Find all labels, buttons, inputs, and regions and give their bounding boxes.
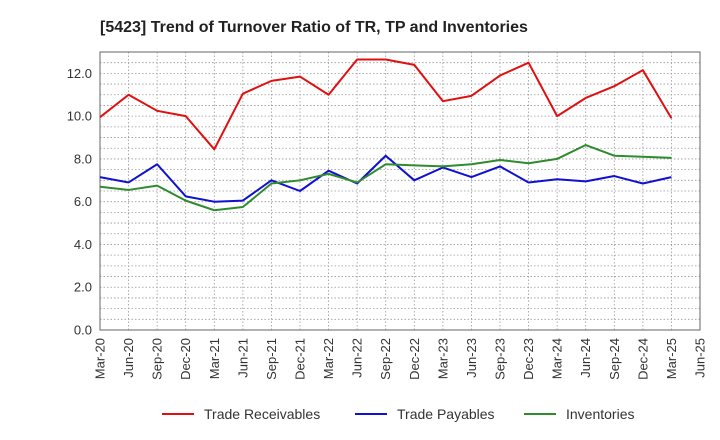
series-line-1: [99, 58, 673, 151]
x-tick-label: Mar-20: [93, 338, 108, 379]
y-tick-label: 8.0: [74, 151, 92, 166]
x-tick-label: Jun-25: [693, 338, 708, 378]
x-tick-label: Dec-20: [178, 338, 193, 380]
y-tick-label: 12.0: [67, 66, 92, 81]
x-tick-label: Mar-25: [664, 338, 679, 379]
x-tick-label: Mar-24: [550, 338, 565, 379]
legend: Trade Receivables Trade Payables Inventori…: [162, 406, 634, 422]
legend-label: Inventories: [566, 406, 634, 422]
chart-title: [5423] Trend of Turnover Ratio of TR, TP…: [100, 19, 528, 36]
x-tick-label: Dec-23: [521, 338, 536, 380]
x-tick-label: Dec-21: [293, 338, 308, 380]
y-tick-label: 0.0: [74, 323, 92, 338]
series-line-2: [99, 154, 672, 203]
x-tick-label: Mar-22: [321, 338, 336, 379]
plot-area: 0.0 2.0 4.0 6.0 8.0 10.0 12.0 Mar-20 Jun-20 Sep-2…: [67, 51, 708, 380]
x-tick-label: Sep-20: [150, 338, 165, 380]
y-tick-label: 4.0: [74, 237, 92, 252]
x-tick-label: Mar-23: [435, 338, 450, 379]
x-tick-label: Jun-21: [235, 338, 250, 378]
x-tick-label: Dec-22: [407, 338, 422, 380]
x-tick-label: Jun-24: [578, 338, 593, 378]
y-tick-label: 6.0: [74, 194, 92, 209]
legend-label: Trade Receivables: [204, 406, 320, 422]
x-tick-label: Jun-20: [121, 338, 136, 378]
plot-frame: [99, 51, 701, 331]
series-line-3: [99, 144, 672, 212]
x-tick-label: Sep-23: [493, 338, 508, 380]
x-tick-label: Sep-24: [607, 338, 622, 380]
x-tick-label: Dec-24: [635, 338, 650, 380]
y-tick-label: 10.0: [67, 109, 92, 124]
x-tick-label: Mar-21: [207, 338, 222, 379]
x-tick-label: Sep-22: [378, 338, 393, 380]
y-tick-label: 2.0: [74, 280, 92, 295]
x-tick-label: Jun-22: [350, 338, 365, 378]
x-tick-label: Sep-21: [264, 338, 279, 380]
x-tick-label: Jun-23: [464, 338, 479, 378]
plot-background: [100, 52, 700, 330]
legend-label: Trade Payables: [397, 406, 495, 422]
